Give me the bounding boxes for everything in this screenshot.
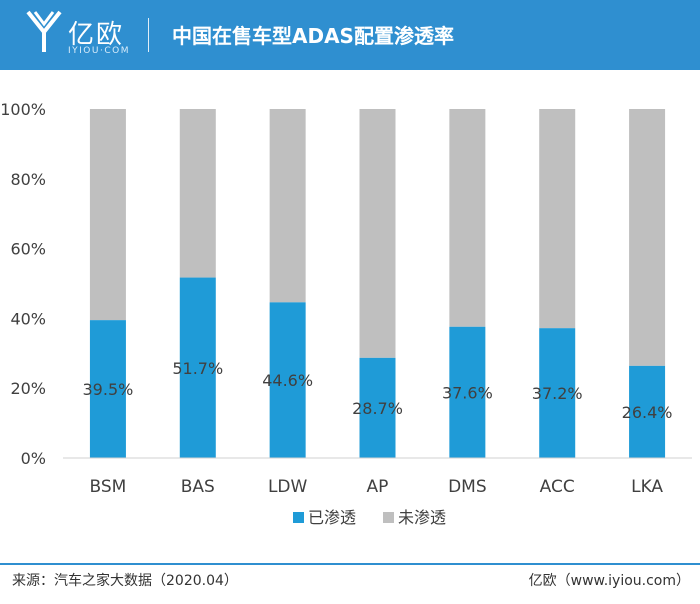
page-title: 中国在售车型ADAS配置渗透率 — [172, 24, 454, 48]
x-tick-label: ACC — [540, 477, 575, 497]
footer-site: 亿欧（www.iyiou.com） — [528, 573, 690, 589]
x-axis: BSM BAS LDW AP DMS ACC LKA — [63, 457, 692, 497]
logo-y-icon — [26, 10, 62, 52]
y-tick-label: 80% — [10, 170, 46, 189]
bar-not-penetrated-dms — [449, 109, 486, 327]
legend-swatch — [293, 512, 304, 523]
y-tick-label: 100% — [0, 100, 46, 119]
bar-not-penetrated-acc — [539, 109, 576, 329]
bar-not-penetrated-ap — [359, 109, 396, 358]
legend: 已渗透 未渗透 — [293, 508, 446, 527]
header-banner: 亿欧 IYIOU·COM 中国在售车型ADAS配置渗透率 — [0, 0, 700, 70]
bar-not-penetrated-bas — [179, 109, 216, 278]
bar-penetrated-bas — [179, 277, 216, 458]
footer-source: 来源：汽车之家大数据（2020.04） — [12, 573, 238, 589]
x-tick-label: DMS — [448, 477, 487, 497]
bar-penetrated-lka — [629, 365, 666, 458]
header-divider — [148, 18, 149, 52]
legend-label: 已渗透 — [308, 508, 356, 527]
x-tick-label: LKA — [631, 477, 663, 497]
data-label: 37.2% — [532, 384, 583, 403]
logo-text: 亿欧 — [68, 20, 125, 50]
x-tick-label: LDW — [268, 477, 308, 497]
legend-item-not-penetrated: 未渗透 — [383, 508, 446, 527]
legend-label: 未渗透 — [398, 508, 446, 527]
bar-penetrated-ap — [359, 357, 396, 458]
stacked-bar-chart: 0%20%40%60%80%100% 39.5%51.7%44.6%28.7%3… — [0, 100, 692, 527]
x-tick-label: AP — [367, 477, 389, 497]
bars-group: 39.5% 51.7% 44.6% 28.7% 37.6% 37.2% 26.4% — [83, 109, 673, 458]
data-label: 26.4% — [622, 403, 673, 422]
logo-subtext: IYIOU·COM — [68, 46, 130, 56]
data-label: 37.6% — [442, 383, 493, 402]
bar-not-penetrated-lka — [629, 109, 666, 366]
legend-item-penetrated: 已渗透 — [293, 508, 356, 527]
footer-divider — [0, 563, 700, 565]
x-tick-label: BAS — [181, 477, 215, 497]
bar-penetrated-bsm — [89, 320, 126, 458]
y-tick-label: 60% — [10, 240, 46, 259]
data-label: 39.5% — [83, 380, 134, 399]
y-tick-label: 40% — [10, 309, 46, 328]
legend-swatch — [383, 512, 394, 523]
data-label: 51.7% — [172, 359, 223, 378]
bar-penetrated-acc — [539, 328, 576, 458]
data-label: 28.7% — [352, 399, 403, 418]
y-axis: 0% 20% 40% 60% 80% 100% — [0, 100, 46, 468]
bar-penetrated-ldw — [269, 302, 306, 458]
data-label: 44.6% — [262, 371, 313, 390]
bar-penetrated-dms — [449, 326, 486, 458]
y-tick-label: 0% — [21, 449, 46, 468]
y-tick-label: 20% — [10, 379, 46, 398]
x-tick-label: BSM — [90, 477, 127, 497]
logo: 亿欧 IYIOU·COM — [20, 6, 130, 64]
bar-not-penetrated-ldw — [269, 109, 306, 303]
bar-not-penetrated-bsm — [89, 109, 126, 321]
